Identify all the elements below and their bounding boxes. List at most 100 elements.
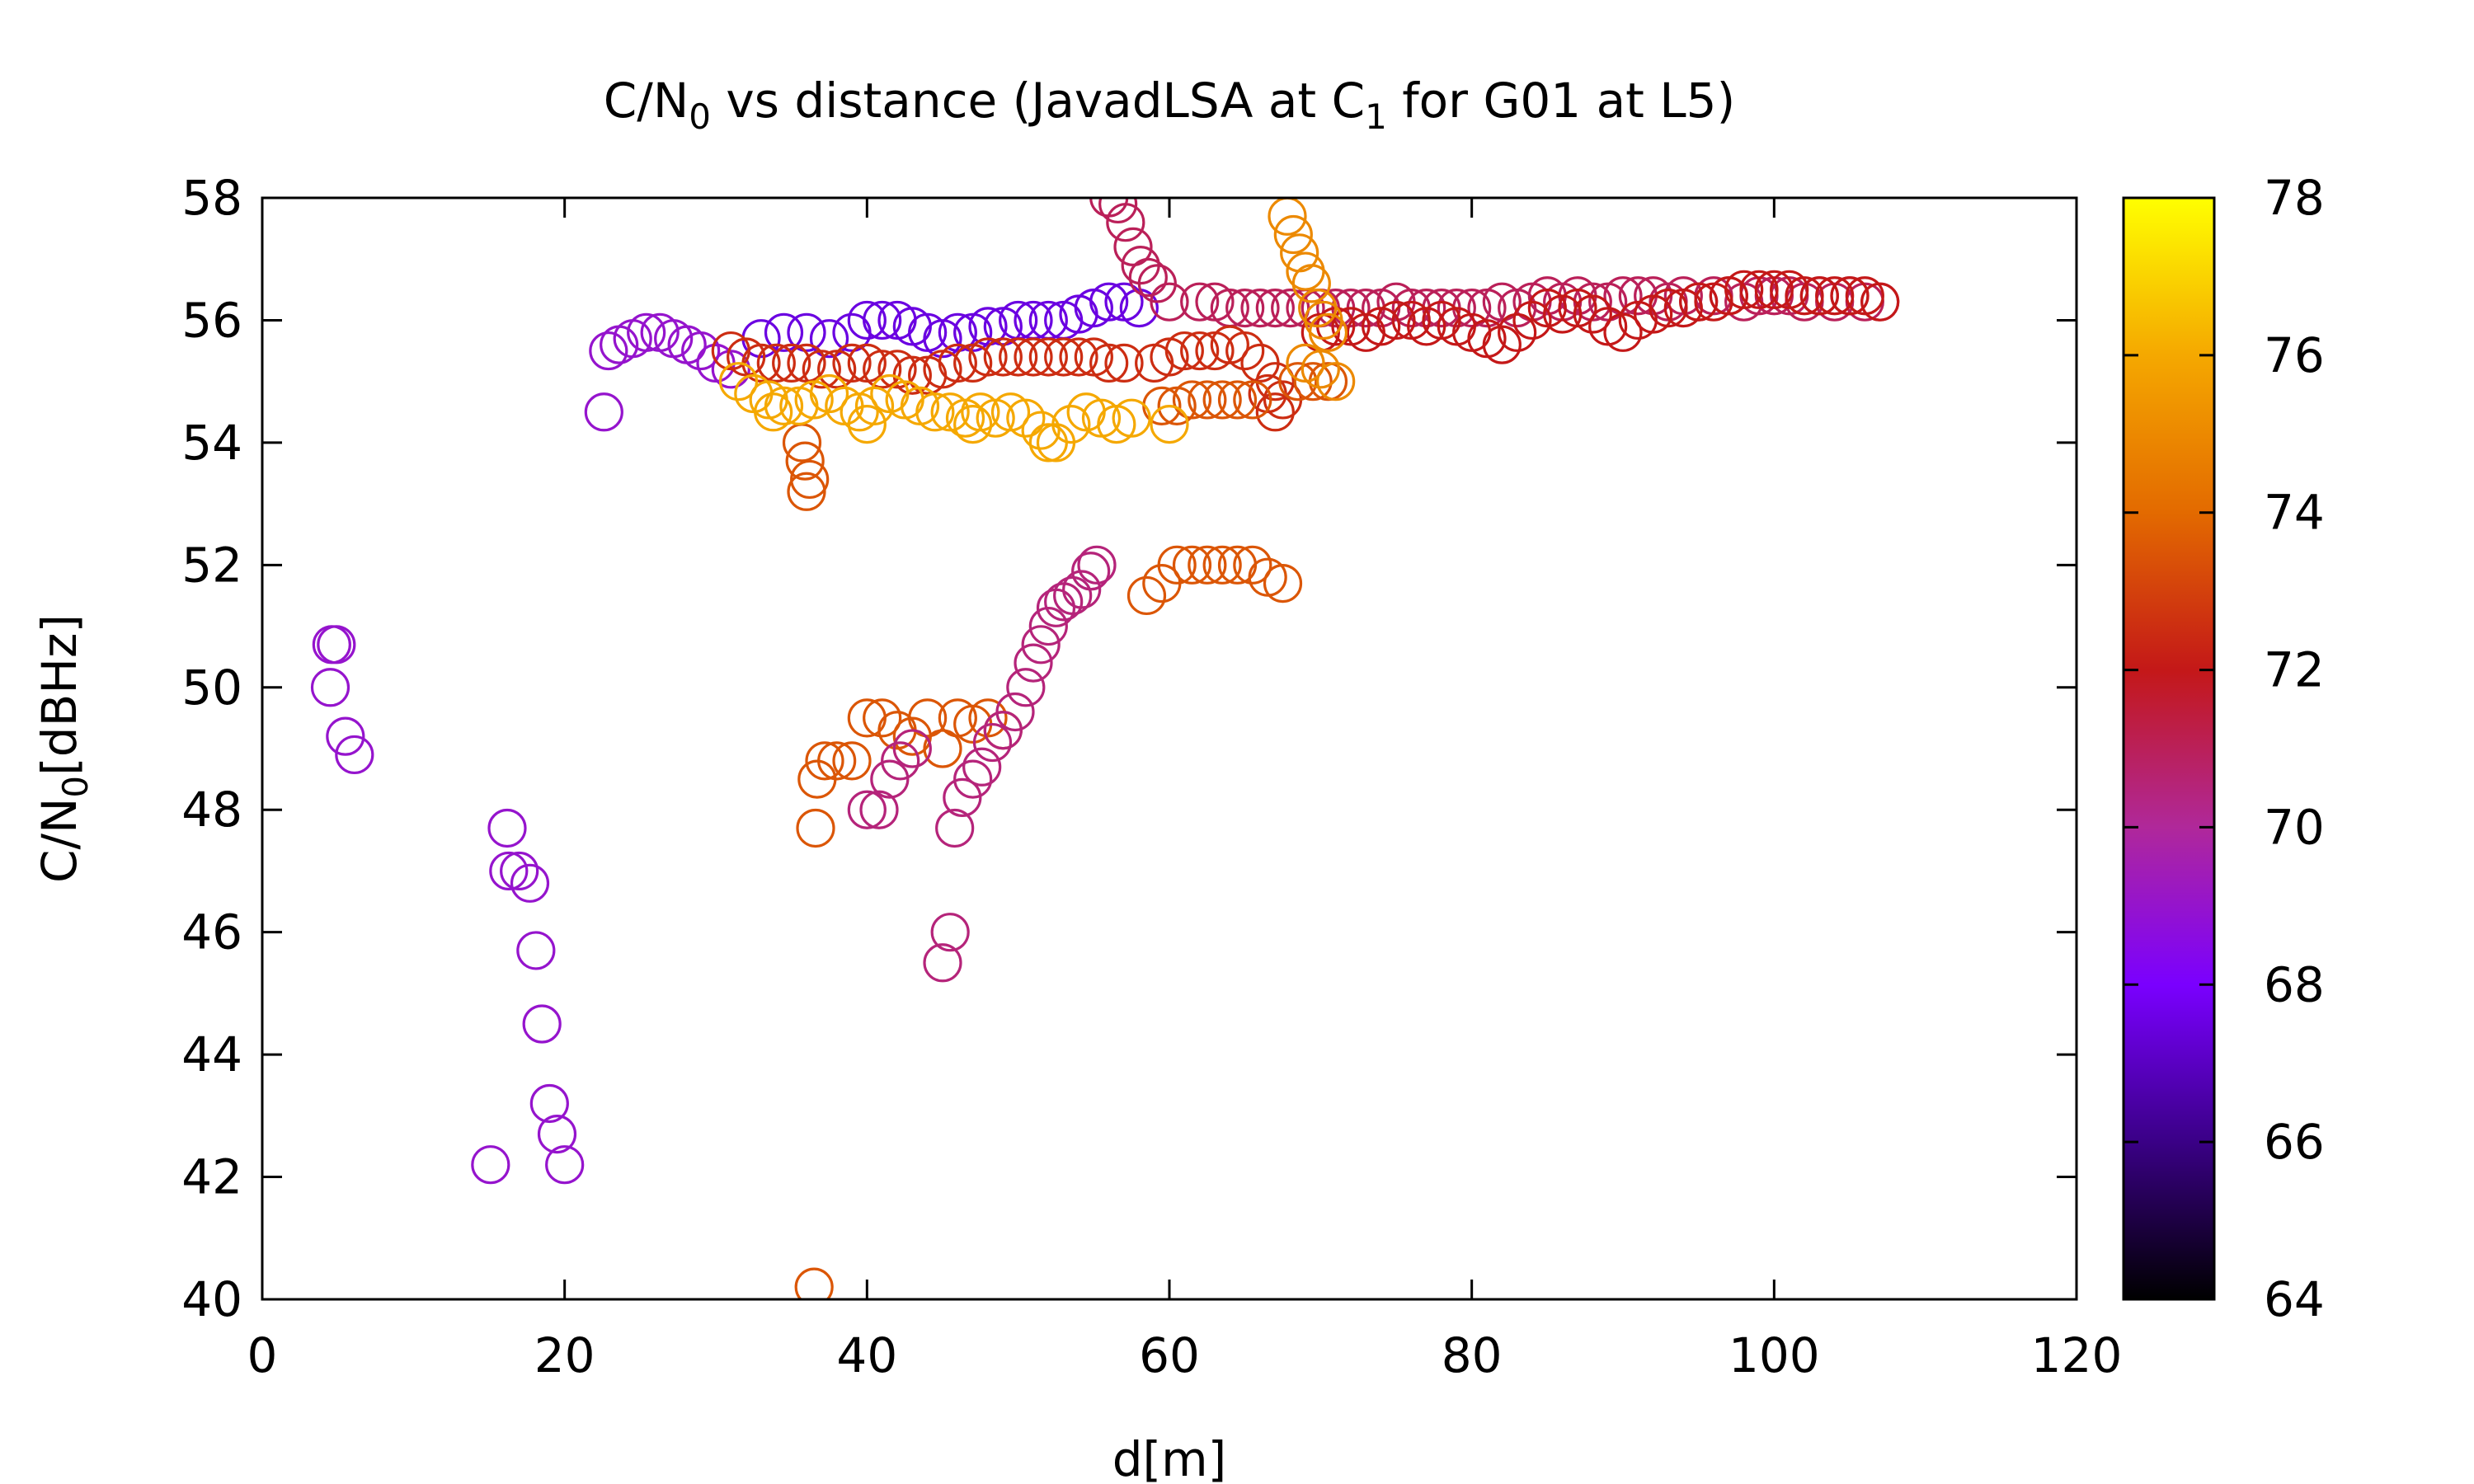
data-point — [1240, 289, 1280, 328]
data-point — [908, 698, 948, 738]
data-point — [1106, 203, 1145, 242]
data-point — [863, 698, 902, 738]
data-point — [1255, 392, 1295, 432]
data-point — [1202, 380, 1242, 420]
y-axis: 40 42 44 46 48 50 52 54 56 58 — [181, 170, 2077, 1327]
y-tick-label: 40 — [181, 1271, 242, 1327]
data-point — [1006, 398, 1046, 438]
data-point — [785, 441, 825, 481]
data-point — [1180, 282, 1220, 322]
data-point — [1188, 380, 1227, 420]
data-point — [847, 300, 887, 340]
y-tick-label: 54 — [181, 415, 242, 471]
data-point — [995, 692, 1035, 732]
data-point — [847, 790, 887, 829]
data-point — [754, 392, 793, 432]
colorbar-tick-label: 72 — [2264, 642, 2325, 698]
x-tick-label: 60 — [1139, 1327, 1200, 1383]
data-point — [627, 312, 666, 352]
data-point — [1739, 270, 1779, 309]
data-point — [1157, 545, 1197, 585]
y-tick-label: 44 — [181, 1026, 242, 1082]
data-point — [1164, 331, 1204, 371]
data-point — [1291, 264, 1331, 303]
data-point — [999, 337, 1038, 377]
data-point — [1233, 545, 1272, 585]
data-point — [1014, 643, 1053, 683]
data-point — [1112, 398, 1151, 438]
data-point — [756, 343, 796, 383]
data-point — [764, 386, 804, 425]
data-point — [953, 759, 993, 799]
data-point — [1150, 282, 1189, 322]
data-point — [1188, 545, 1227, 585]
data-point — [1014, 337, 1053, 377]
x-axis: 0 20 40 60 80 100 120 — [247, 198, 2123, 1383]
data-point — [923, 729, 962, 768]
x-tick-label: 100 — [1729, 1327, 1820, 1383]
data-point — [1815, 276, 1855, 316]
data-point — [1071, 552, 1111, 591]
data-point — [1860, 282, 1900, 322]
data-point — [787, 472, 826, 511]
colorbar-axis: 64 66 68 70 72 74 76 78 — [2124, 170, 2325, 1327]
data-point — [1104, 343, 1144, 383]
data-point — [953, 405, 993, 444]
data-point — [1482, 325, 1522, 364]
x-tick-label: 20 — [534, 1327, 595, 1383]
data-point — [1028, 606, 1068, 646]
data-point — [1217, 380, 1258, 420]
x-tick-label: 80 — [1442, 1327, 1503, 1383]
data-point — [1077, 545, 1117, 585]
data-point — [1724, 270, 1764, 309]
data-point — [1300, 350, 1340, 389]
data-point — [1021, 625, 1061, 665]
data-point — [1126, 575, 1167, 616]
data-point — [1754, 270, 1794, 309]
data-point — [1263, 563, 1303, 603]
data-point — [1437, 289, 1476, 328]
colorbar-tick-label: 70 — [2264, 799, 2325, 855]
data-point — [1316, 362, 1356, 402]
data-point — [764, 312, 804, 352]
colorbar-tick-label: 78 — [2264, 170, 2325, 226]
data-point — [522, 1004, 562, 1044]
data-point — [681, 331, 721, 371]
data-point — [1089, 343, 1129, 383]
data-point — [1233, 380, 1272, 420]
data-point — [772, 343, 811, 383]
data-point — [968, 337, 1008, 377]
data-point — [326, 716, 365, 756]
data-point — [983, 337, 1023, 377]
data-point — [1150, 405, 1189, 444]
data-point — [711, 350, 750, 389]
data-point — [1278, 362, 1318, 402]
y-tick-label: 46 — [181, 904, 242, 960]
data-point — [1785, 276, 1824, 316]
colorbar-tick-label: 74 — [2264, 485, 2325, 541]
data-point — [1028, 423, 1068, 463]
y-tick-label: 48 — [181, 782, 242, 838]
colorbar-tick-label: 66 — [2264, 1114, 2325, 1170]
data-point — [1225, 331, 1265, 371]
data-point — [832, 343, 872, 383]
data-point — [870, 759, 910, 799]
data-point — [1028, 337, 1068, 377]
colorbar-tick-label: 68 — [2264, 956, 2325, 1012]
data-point — [1830, 276, 1870, 316]
data-point — [972, 722, 1013, 763]
y-tick-label: 42 — [181, 1149, 242, 1205]
data-point — [1006, 668, 1046, 707]
data-point — [1649, 289, 1688, 328]
data-point — [529, 1083, 569, 1124]
data-point — [938, 312, 977, 352]
data-point — [809, 373, 849, 414]
data-point — [1273, 214, 1313, 255]
data-point — [1498, 312, 1537, 352]
x-tick-label: 0 — [247, 1327, 278, 1383]
data-point — [545, 1145, 585, 1185]
data-point — [938, 343, 977, 383]
data-point — [1044, 337, 1084, 377]
x-tick-label: 120 — [2031, 1327, 2123, 1383]
